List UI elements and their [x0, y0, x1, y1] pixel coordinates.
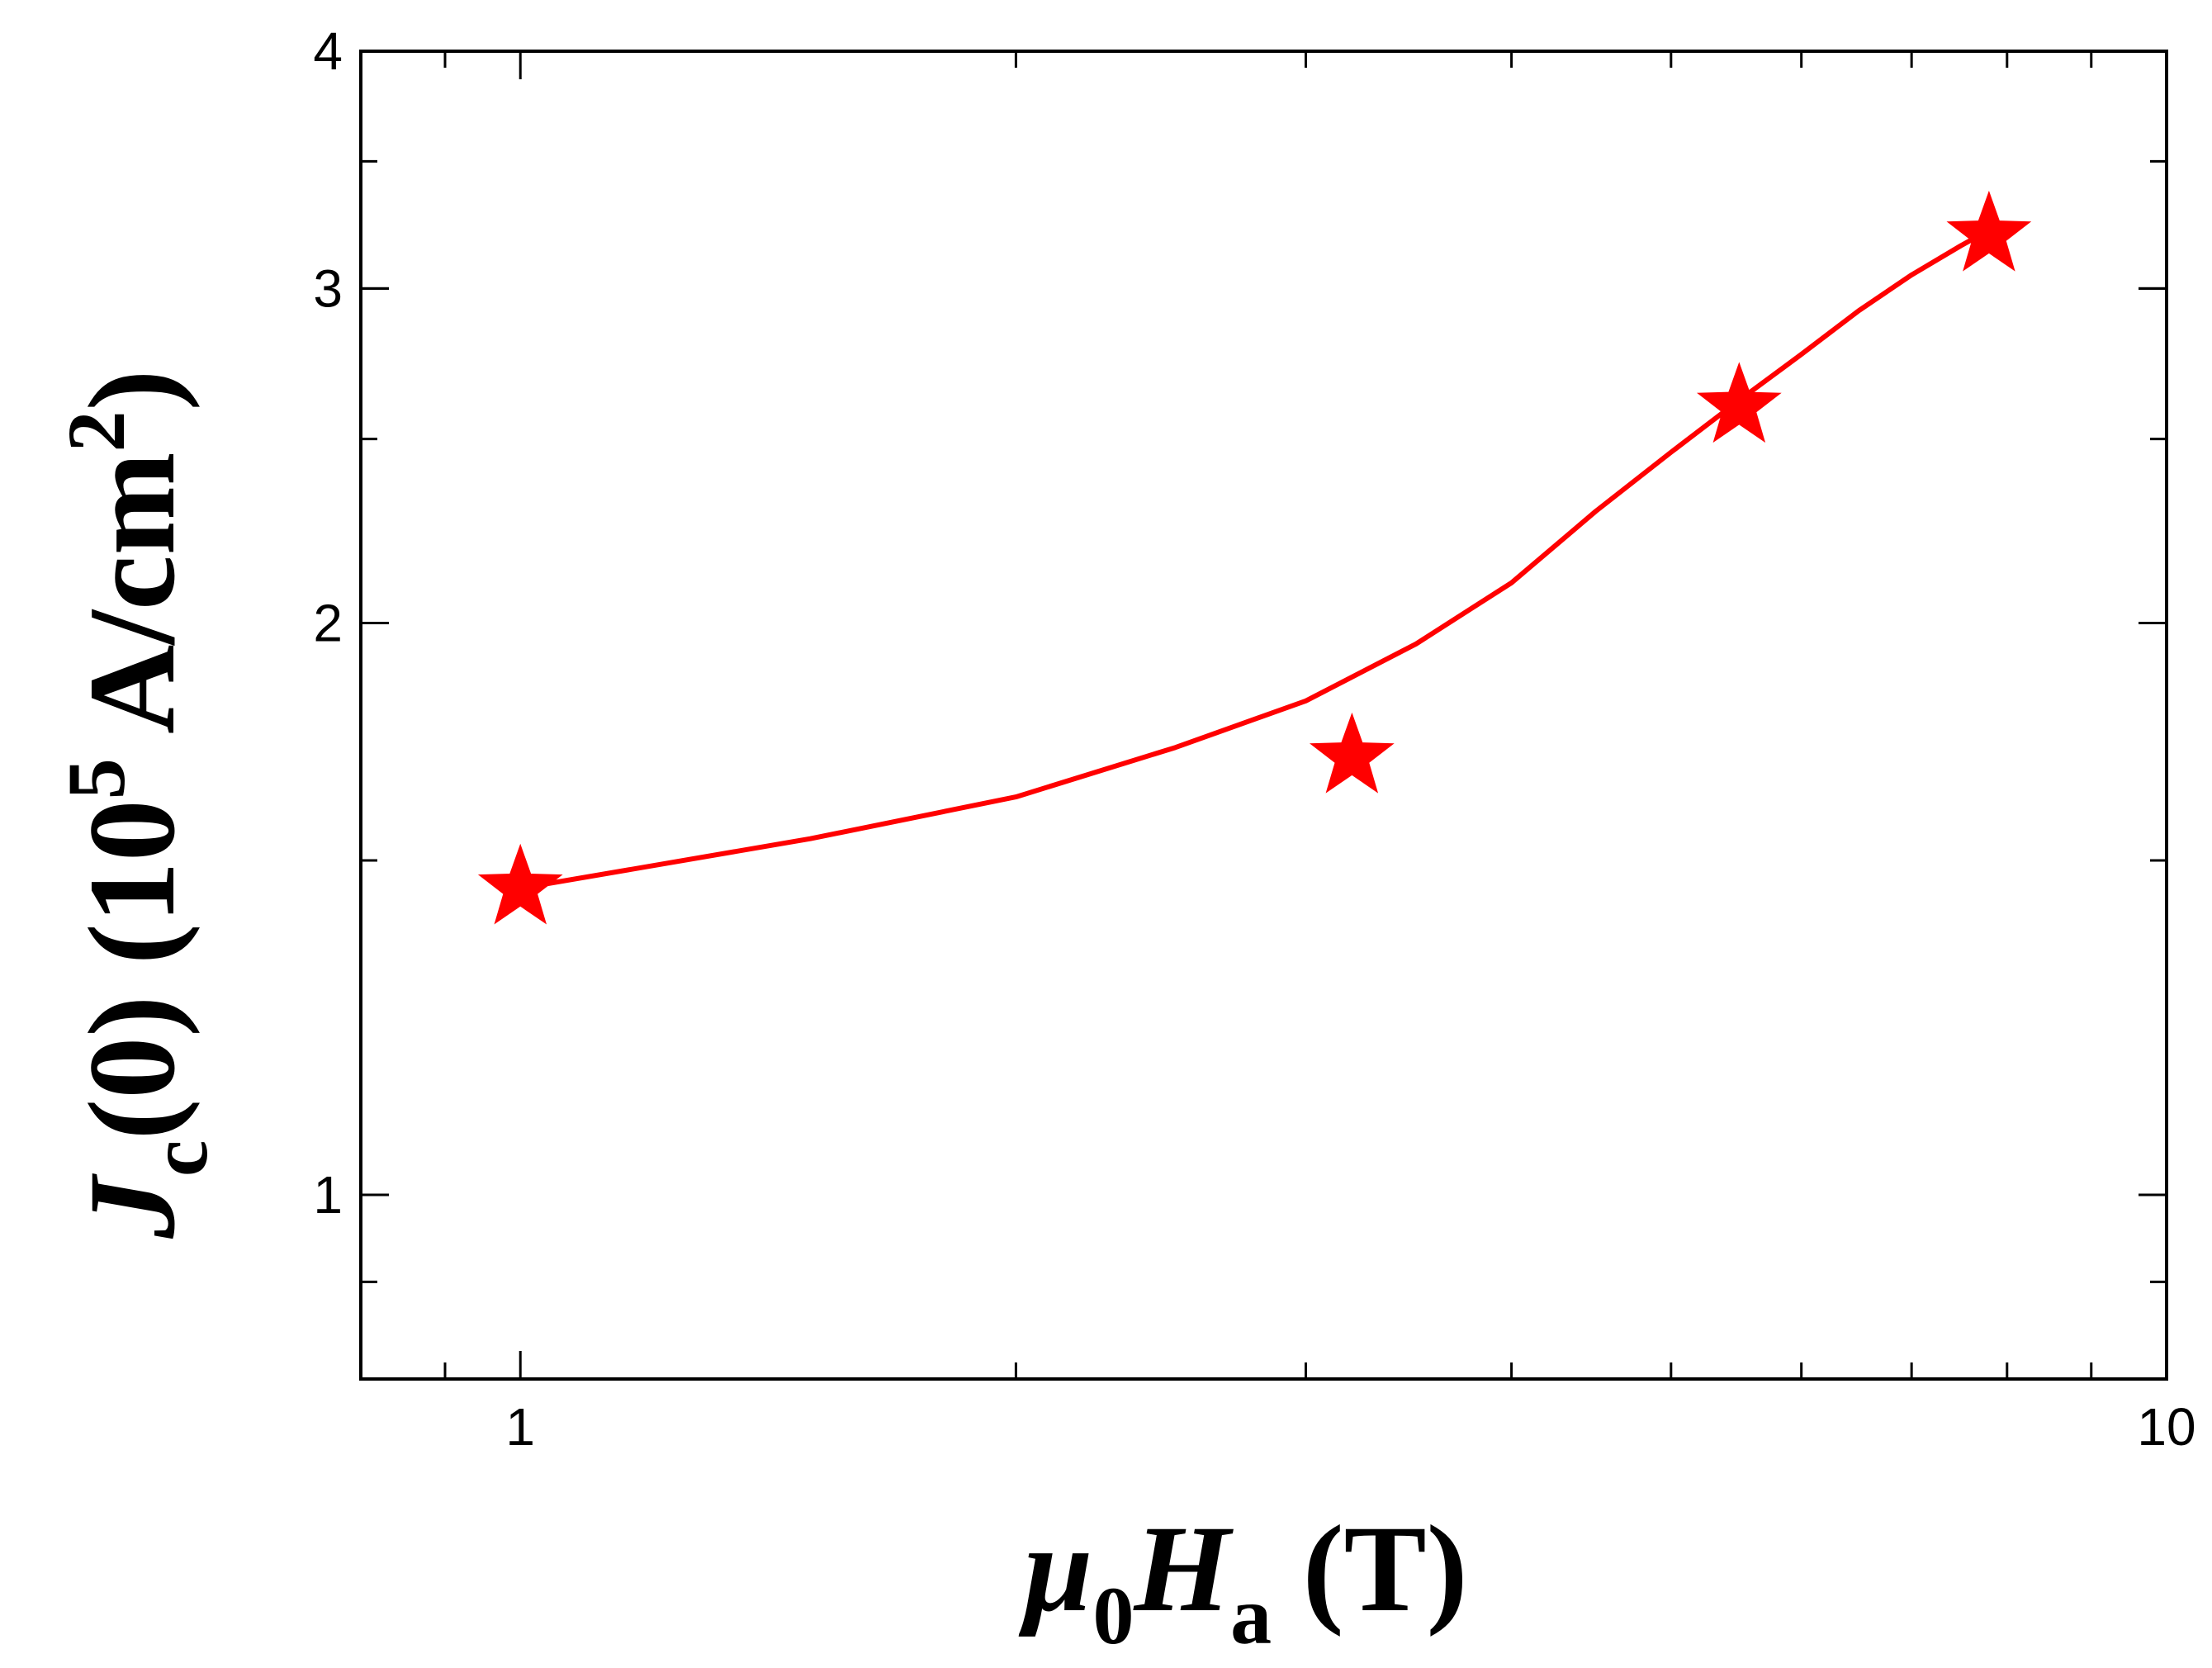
x-axis-title-sub1: a — [1230, 1570, 1272, 1661]
data-point-star — [477, 843, 563, 925]
y-tick-label: 3 — [313, 258, 343, 318]
fit-curve — [519, 228, 1991, 891]
x-axis-title-unit: (T) — [1272, 1500, 1467, 1637]
x-axis-title-sub0: 0 — [1092, 1570, 1134, 1661]
x-tick-label: 10 — [2137, 1397, 2195, 1457]
y-axis-title-end: ) — [64, 370, 201, 411]
plot-frame — [359, 50, 2168, 1381]
x-tick-label: 1 — [505, 1397, 535, 1457]
x-axis-title-h: H — [1132, 1500, 1234, 1637]
x-axis-title-mu: μ — [1018, 1500, 1092, 1637]
series-group — [477, 190, 2032, 925]
y-axis-title-sup2: 2 — [50, 410, 142, 452]
data-point-star — [1946, 190, 2032, 272]
y-axis-title-middle: (0) (10 — [64, 799, 201, 1140]
x-axis-title: μ0Ha (T) — [1018, 1500, 1468, 1661]
y-axis-title-sub: c — [133, 1140, 225, 1177]
data-point-star — [1310, 712, 1395, 794]
axis-ticks — [359, 50, 2168, 1379]
y-tick-label: 1 — [313, 1165, 343, 1225]
y-tick-label: 2 — [313, 594, 343, 653]
y-axis-title: Jc(0) (105 A/cm2) — [50, 370, 225, 1239]
data-point-star — [1697, 362, 1782, 443]
y-axis-title-j: J — [64, 1173, 201, 1239]
axis-tick-labels: 1 10 1 2 3 4 — [313, 21, 2195, 1457]
y-tick-label: 4 — [313, 21, 343, 81]
y-axis-title-unit: A/cm — [64, 452, 201, 758]
y-axis-title-sup1: 5 — [50, 758, 142, 799]
